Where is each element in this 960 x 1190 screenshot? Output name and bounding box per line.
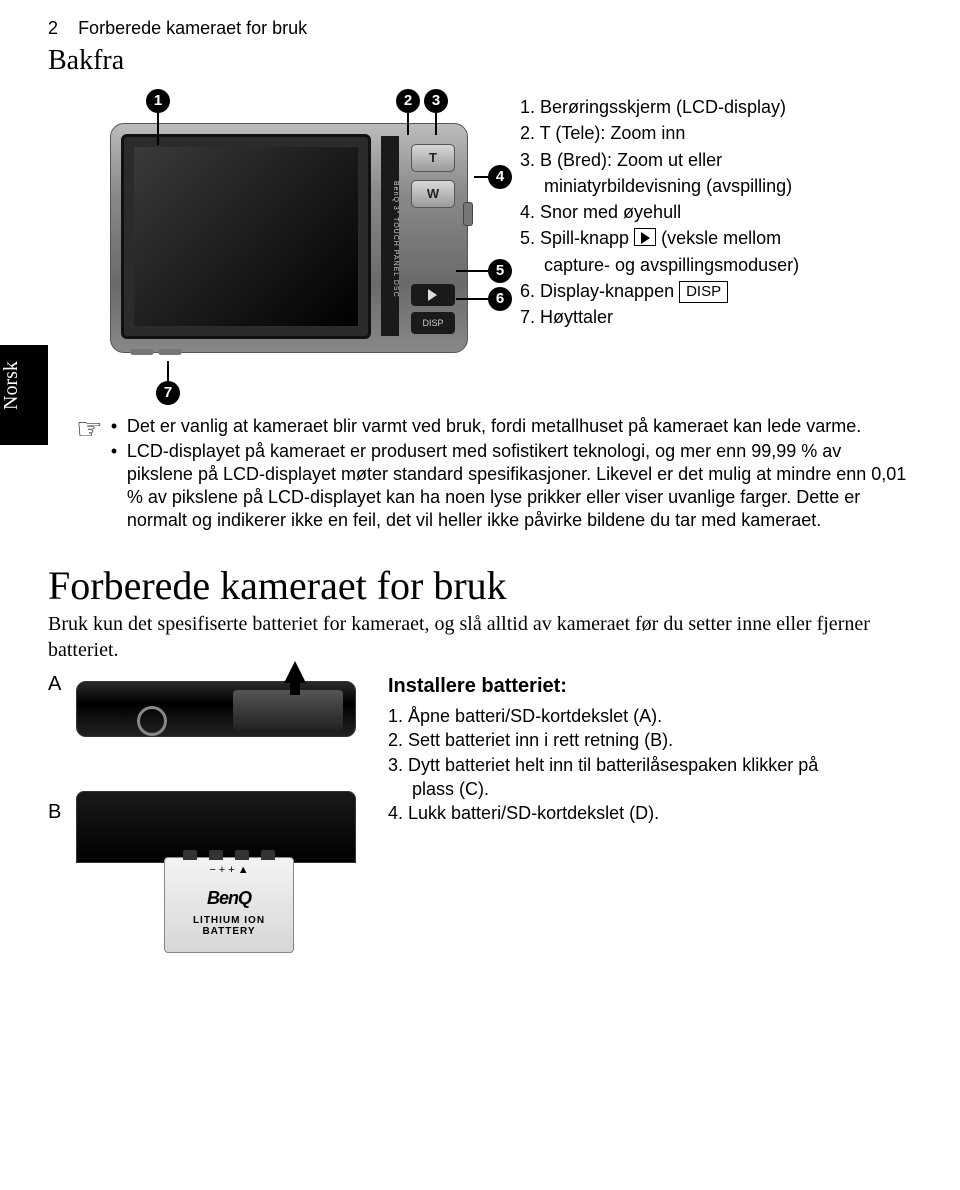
battery-polarity: − + + ▲	[165, 864, 293, 876]
strap-eyelet	[463, 202, 473, 226]
legend-list: 1. Berøringsskjerm (LCD-display) 2. T (T…	[520, 89, 799, 332]
legend-item-7: 7. Høyttaler	[520, 305, 799, 329]
legend-item-5: 5. Spill-knapp (veksle mellom	[520, 226, 799, 250]
disp-badge: DISP	[679, 281, 728, 303]
install-step-3b: plass (C).	[412, 777, 818, 801]
note-1: Det er vanlig at kameraet blir varmt ved…	[111, 415, 912, 438]
page-header: 2 Forberede kameraet for bruk	[48, 18, 912, 39]
install-diagrams: A B − + + ▲ BenQ LITHIUM ION BATTERY	[48, 673, 388, 825]
callout-3: 3	[424, 89, 448, 113]
legend-item-2: 2. T (Tele): Zoom inn	[520, 121, 799, 145]
install-step-2: 2. Sett batteriet inn i rett retning (B)…	[388, 728, 818, 752]
camera-body: BenQ 3" TOUCH PANEL DSC T W DISP	[110, 123, 468, 353]
install-steps: Installere batteriet: 1. Åpne batteri/SD…	[388, 673, 818, 825]
pointing-hand-icon: ☞	[76, 415, 103, 534]
battery-logo: BenQ	[165, 888, 293, 909]
play-icon	[634, 228, 656, 246]
legend-item-3b: miniatyrbildevisning (avspilling)	[544, 174, 799, 198]
language-tab: Norsk	[0, 345, 48, 445]
wide-button: W	[411, 180, 455, 208]
legend-item-3: 3. B (Bred): Zoom ut eller	[520, 148, 799, 172]
diagram-legend-row: BenQ 3" TOUCH PANEL DSC T W DISP 1 2 3 4…	[110, 89, 912, 389]
note-2: LCD-displayet på kameraet er produsert m…	[111, 440, 912, 532]
install-step-4: 4. Lukk batteri/SD-kortdekslet (D).	[388, 801, 818, 825]
label-a: A	[48, 673, 61, 696]
chapter-title: Forberede kameraet for bruk	[78, 18, 307, 38]
callout-7: 7	[156, 381, 180, 405]
legend-item-5b: capture- og avspillingsmoduser)	[544, 253, 799, 277]
battery-text: LITHIUM ION BATTERY	[165, 915, 293, 937]
callout-6: 6	[488, 287, 512, 311]
lcd-screen	[121, 134, 371, 339]
intro-paragraph: Bruk kun det spesifiserte batteriet for …	[48, 611, 912, 663]
legend-item-1: 1. Berøringsskjerm (LCD-display)	[520, 95, 799, 119]
page-number: 2	[48, 18, 58, 38]
install-heading: Installere batteriet:	[388, 673, 818, 700]
legend-item-6: 6. Display-knappen DISP	[520, 279, 799, 303]
install-row: A B − + + ▲ BenQ LITHIUM ION BATTERY Ins…	[48, 673, 912, 825]
note-block: ☞ Det er vanlig at kameraet blir varmt v…	[76, 415, 912, 534]
main-heading: Forberede kameraet for bruk	[48, 562, 912, 609]
label-b: B	[48, 801, 61, 824]
callout-4: 4	[488, 165, 512, 189]
install-step-1: 1. Åpne batteri/SD-kortdekslet (A).	[388, 704, 818, 728]
callout-2: 2	[396, 89, 420, 113]
legend-item-4: 4. Snor med øyehull	[520, 200, 799, 224]
brand-strip: BenQ 3" TOUCH PANEL DSC	[381, 136, 399, 336]
camera-back-diagram: BenQ 3" TOUCH PANEL DSC T W DISP 1 2 3 4…	[110, 89, 500, 389]
play-button	[411, 284, 455, 306]
arrow-up-icon	[284, 661, 306, 683]
camera-bottom-view	[76, 681, 356, 737]
install-step-3: 3. Dytt batteriet helt inn til batterilå…	[388, 753, 818, 777]
disp-button: DISP	[411, 312, 455, 334]
battery-illustration: − + + ▲ BenQ LITHIUM ION BATTERY	[164, 857, 294, 953]
section-title: Bakfra	[48, 45, 912, 77]
tele-button: T	[411, 144, 455, 172]
callout-1: 1	[146, 89, 170, 113]
callout-5: 5	[488, 259, 512, 283]
